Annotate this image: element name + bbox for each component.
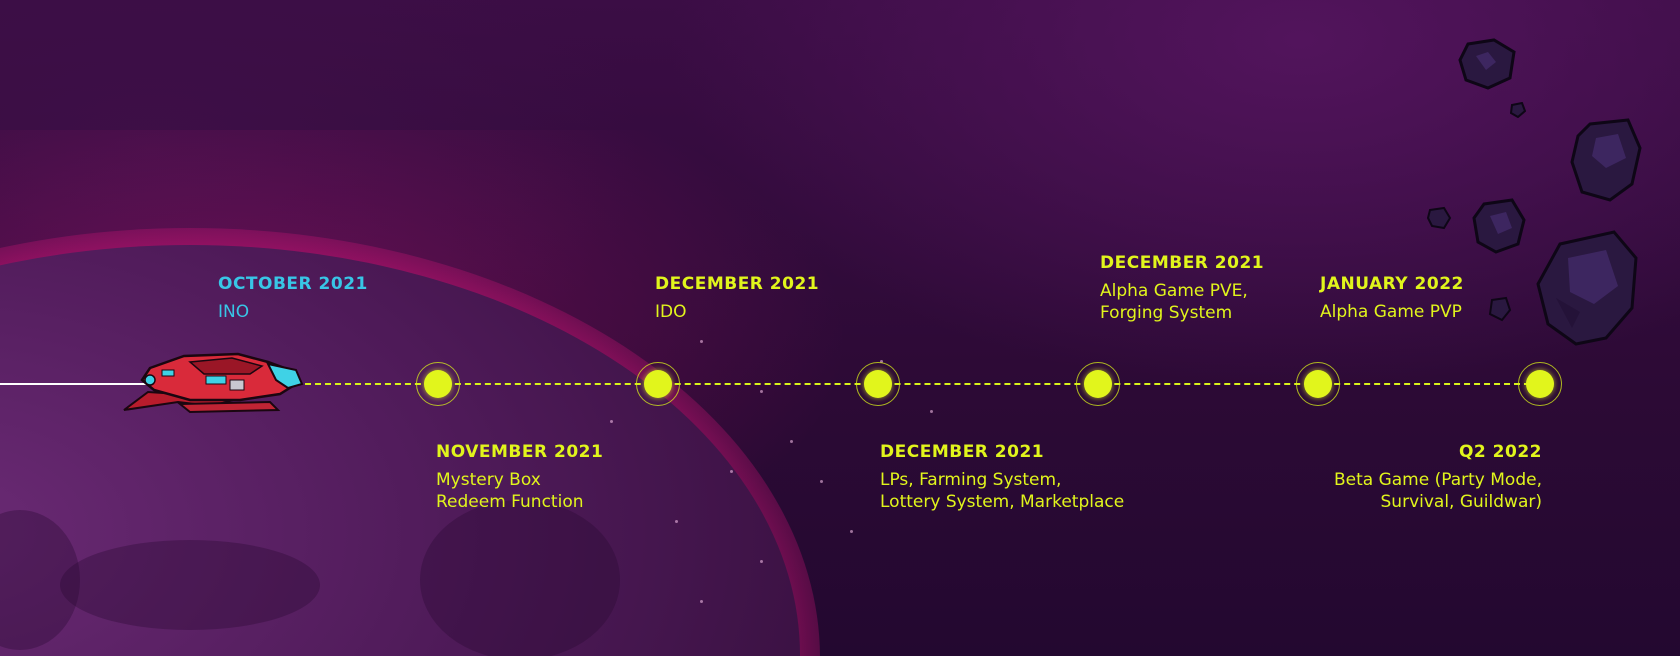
dust-star — [700, 340, 703, 343]
milestone-description: LPs, Farming System, Lottery System, Mar… — [880, 470, 1125, 512]
asteroid-icon — [1536, 230, 1638, 346]
milestone-description: Alpha Game PVE, Forging System — [1100, 281, 1248, 323]
asteroid-icon — [1458, 38, 1516, 90]
dust-star — [760, 560, 763, 563]
milestone-date: OCTOBER 2021 — [218, 274, 368, 294]
milestone-description: Mystery Box Redeem Function — [436, 470, 584, 512]
planet-crater — [60, 540, 320, 630]
timeline-node-5[interactable] — [1296, 362, 1340, 406]
milestone-4: DECEMBER 2021 LPs, Farming System, Lotte… — [880, 442, 1124, 513]
timeline-node-2[interactable] — [636, 362, 680, 406]
milestone-description: INO — [218, 302, 250, 322]
milestone-2: NOVEMBER 2021 Mystery Box Redeem Functio… — [436, 442, 603, 513]
milestone-date: NOVEMBER 2021 — [436, 442, 604, 462]
dust-star — [850, 530, 853, 533]
timeline-track — [295, 383, 1540, 385]
dust-star — [610, 420, 613, 423]
milestone-description: IDO — [655, 302, 687, 322]
dust-star — [790, 440, 793, 443]
asteroid-icon — [1570, 118, 1642, 202]
dust-star — [700, 600, 703, 603]
planet-crater — [420, 500, 620, 656]
milestone-description: Beta Game (Party Mode, Survival, Guildwa… — [1333, 470, 1542, 512]
milestone-6: JANUARY 2022 Alpha Game PVP — [1320, 274, 1464, 323]
asteroid-icon — [1510, 102, 1526, 118]
milestone-5: DECEMBER 2021 Alpha Game PVE, Forging Sy… — [1100, 253, 1264, 324]
dust-star — [880, 360, 883, 363]
milestone-date: Q2 2022 — [1458, 442, 1542, 462]
timeline-node-3[interactable] — [856, 362, 900, 406]
timeline-node-1[interactable] — [416, 362, 460, 406]
timeline-node-6[interactable] — [1518, 362, 1562, 406]
timeline-node-4[interactable] — [1076, 362, 1120, 406]
dust-star — [760, 390, 763, 393]
dust-star — [675, 520, 678, 523]
dust-star — [820, 480, 823, 483]
spaceship-icon — [123, 352, 304, 414]
dust-star — [730, 470, 733, 473]
milestone-date: JANUARY 2022 — [1320, 274, 1464, 294]
asteroid-icon — [1488, 296, 1512, 322]
milestone-date: DECEMBER 2021 — [880, 442, 1045, 462]
milestone-1: OCTOBER 2021 INO — [218, 274, 368, 323]
asteroid-icon — [1426, 206, 1452, 230]
milestone-3: DECEMBER 2021 IDO — [655, 274, 819, 323]
milestone-date: DECEMBER 2021 — [1100, 253, 1265, 273]
asteroid-icon — [1472, 198, 1526, 254]
milestone-description: Alpha Game PVP — [1320, 302, 1462, 322]
milestone-7: Q2 2022 Beta Game (Party Mode, Survival,… — [1334, 442, 1542, 513]
milestone-date: DECEMBER 2021 — [655, 274, 820, 294]
dust-star — [930, 410, 933, 413]
